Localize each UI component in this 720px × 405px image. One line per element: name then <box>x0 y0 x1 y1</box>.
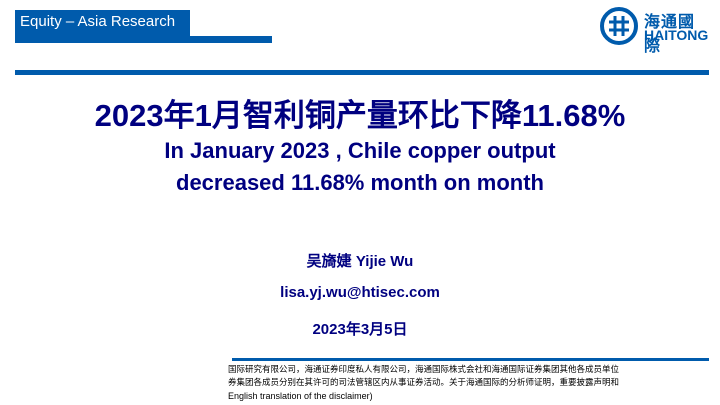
top-divider <box>15 70 709 75</box>
disclaimer-line: 券集团各成员分别在其许可的司法管辖区内从事证券活动。关于海通国际的分析师证明，重… <box>228 378 620 388</box>
author-name: 吴旖婕 Yijie Wu <box>306 253 414 270</box>
report-date: 2023年3月5日 <box>312 321 408 338</box>
header-underline <box>15 36 272 43</box>
title-en-line1: In January 2023 , Chile copper output <box>164 138 556 163</box>
title-en-line2: decreased 11.68% month on month <box>176 170 544 195</box>
haitong-logo: 海通國際 HAITONG <box>600 6 710 55</box>
logo-text-cn: 海通國際 <box>644 14 696 55</box>
author-email[interactable]: lisa.yj.wu@htisec.com <box>280 284 440 301</box>
bottom-divider <box>232 358 709 361</box>
section-label: Equity – Asia Research <box>15 10 190 36</box>
title-cn: 2023年1月智利铜产量环比下降11.68% <box>94 98 626 133</box>
logo-text-en: HAITONG <box>644 27 709 43</box>
disclaimer-line: 国际研究有限公司，海通证券印度私人有限公司，海通国际株式会社和海通国际证券集团其… <box>228 365 620 375</box>
haitong-logo-icon <box>600 7 638 45</box>
disclaimer: 国际研究有限公司，海通证券印度私人有限公司，海通国际株式会社和海通国际证券集团其… <box>228 364 720 403</box>
disclaimer-line: English translation of the disclaimer) <box>228 391 373 401</box>
